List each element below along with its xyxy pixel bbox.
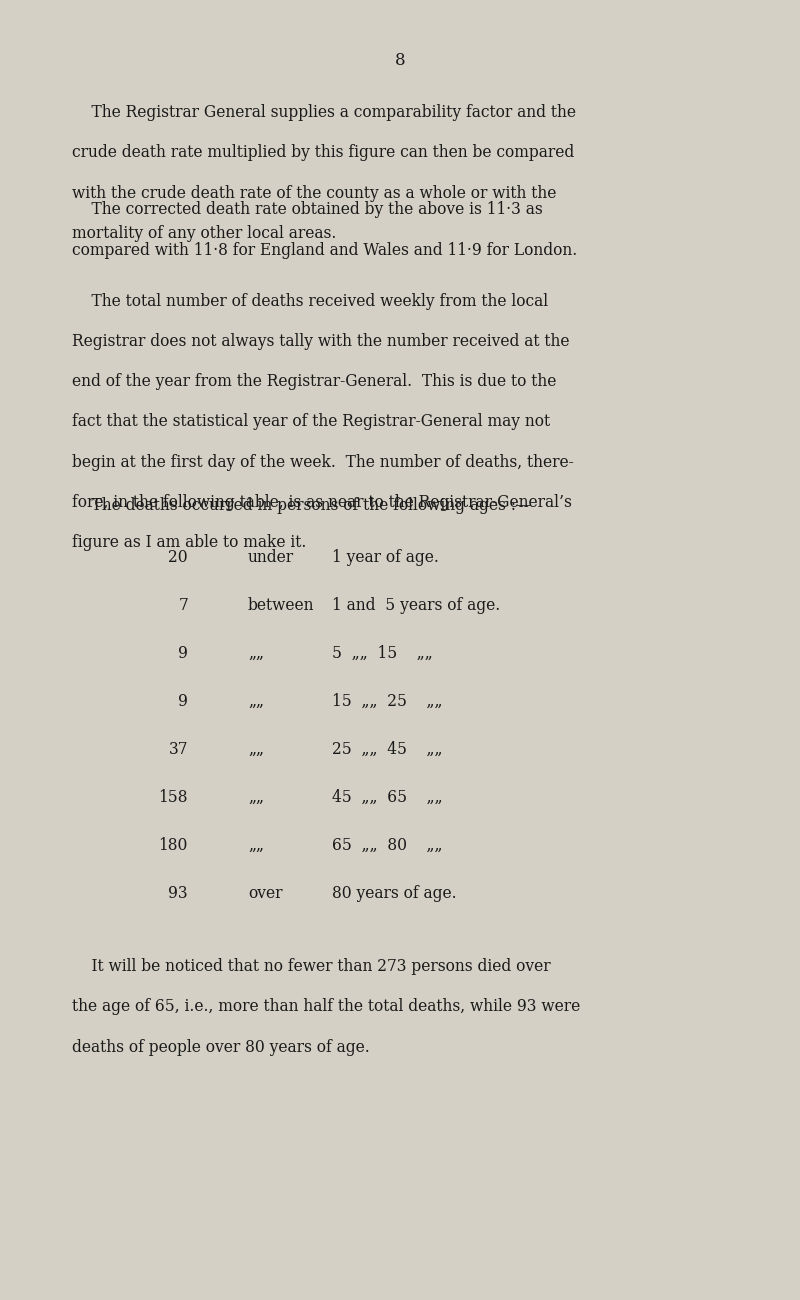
- Text: 93: 93: [168, 885, 188, 902]
- Text: The total number of deaths received weekly from the local: The total number of deaths received week…: [72, 292, 548, 309]
- Text: It will be noticed that no fewer than 273 persons died over: It will be noticed that no fewer than 27…: [72, 958, 550, 975]
- Text: with the crude death rate of the county as a whole or with the: with the crude death rate of the county …: [72, 185, 556, 202]
- Text: 37: 37: [169, 741, 188, 758]
- Text: 25  „„  45    „„: 25 „„ 45 „„: [332, 741, 442, 758]
- Text: between: between: [248, 597, 314, 614]
- Text: 7: 7: [178, 597, 188, 614]
- Text: 8: 8: [394, 52, 406, 69]
- Text: The deaths occurred in persons of the following ages :—: The deaths occurred in persons of the fo…: [72, 497, 531, 514]
- Text: 80 years of age.: 80 years of age.: [332, 885, 457, 902]
- Text: the age of 65, i.e., more than half the total deaths, while 93 were: the age of 65, i.e., more than half the …: [72, 998, 580, 1015]
- Text: 9: 9: [178, 693, 188, 710]
- Text: Registrar does not always tally with the number received at the: Registrar does not always tally with the…: [72, 333, 570, 350]
- Text: „„: „„: [248, 693, 264, 710]
- Text: over: over: [248, 885, 282, 902]
- Text: „„: „„: [248, 645, 264, 662]
- Text: 9: 9: [178, 645, 188, 662]
- Text: figure as I am able to make it.: figure as I am able to make it.: [72, 534, 306, 551]
- Text: 1 and  5 years of age.: 1 and 5 years of age.: [332, 597, 500, 614]
- Text: fore, in the following table, is as near to the Registrar-General’s: fore, in the following table, is as near…: [72, 494, 572, 511]
- Text: crude death rate multiplied by this figure can then be compared: crude death rate multiplied by this figu…: [72, 144, 574, 161]
- Text: „„: „„: [248, 789, 264, 806]
- Text: „„: „„: [248, 741, 264, 758]
- Text: 65  „„  80    „„: 65 „„ 80 „„: [332, 837, 442, 854]
- Text: 20: 20: [168, 549, 188, 566]
- Text: 5  „„  15    „„: 5 „„ 15 „„: [332, 645, 433, 662]
- Text: fact that the statistical year of the Registrar-General may not: fact that the statistical year of the Re…: [72, 413, 550, 430]
- Text: 45  „„  65    „„: 45 „„ 65 „„: [332, 789, 442, 806]
- Text: end of the year from the Registrar-General.  This is due to the: end of the year from the Registrar-Gener…: [72, 373, 556, 390]
- Text: The Registrar General supplies a comparability factor and the: The Registrar General supplies a compara…: [72, 104, 576, 121]
- Text: The corrected death rate obtained by the above is 11·3 as: The corrected death rate obtained by the…: [72, 202, 542, 218]
- Text: 1 year of age.: 1 year of age.: [332, 549, 439, 566]
- Text: 158: 158: [158, 789, 188, 806]
- Text: begin at the first day of the week.  The number of deaths, there-: begin at the first day of the week. The …: [72, 454, 574, 471]
- Text: deaths of people over 80 years of age.: deaths of people over 80 years of age.: [72, 1039, 370, 1056]
- Text: 15  „„  25    „„: 15 „„ 25 „„: [332, 693, 442, 710]
- Text: „„: „„: [248, 837, 264, 854]
- Text: compared with 11·8 for England and Wales and 11·9 for London.: compared with 11·8 for England and Wales…: [72, 242, 578, 259]
- Text: under: under: [248, 549, 294, 566]
- Text: 180: 180: [158, 837, 188, 854]
- Text: mortality of any other local areas.: mortality of any other local areas.: [72, 225, 336, 242]
